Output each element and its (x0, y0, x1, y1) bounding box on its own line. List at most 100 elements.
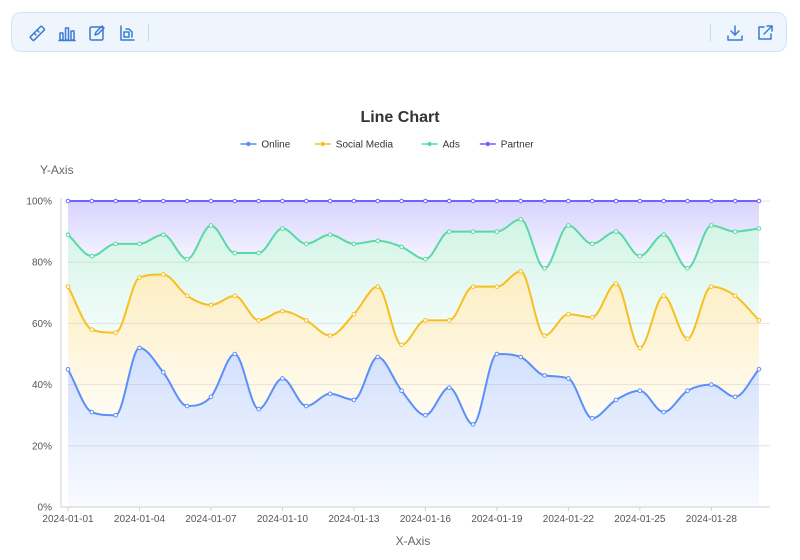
data-point[interactable] (256, 406, 261, 412)
data-point[interactable] (232, 198, 238, 204)
data-point[interactable] (184, 198, 190, 204)
data-point[interactable] (732, 229, 738, 234)
bar-chart-icon[interactable] (57, 23, 77, 43)
data-point[interactable] (470, 284, 476, 289)
data-point[interactable] (137, 345, 142, 351)
legend-item[interactable]: Online (240, 140, 291, 151)
ruler-icon[interactable] (27, 23, 47, 43)
data-point[interactable] (351, 397, 357, 403)
data-point[interactable] (494, 351, 500, 357)
data-point[interactable] (542, 333, 547, 338)
data-point[interactable] (161, 272, 166, 277)
data-point[interactable] (327, 232, 333, 237)
data-point[interactable] (709, 284, 714, 289)
data-point[interactable] (709, 223, 714, 228)
data-point[interactable] (566, 376, 571, 381)
data-point[interactable] (589, 415, 595, 421)
data-point[interactable] (399, 198, 404, 204)
data-point[interactable] (280, 226, 285, 231)
data-point[interactable] (399, 244, 404, 250)
data-point[interactable] (232, 293, 238, 299)
data-point[interactable] (494, 229, 500, 234)
data-point[interactable] (113, 330, 118, 335)
data-point[interactable] (732, 293, 738, 299)
data-point[interactable] (280, 198, 285, 204)
data-point[interactable] (756, 367, 762, 372)
chart-layout-icon[interactable] (117, 23, 137, 43)
data-point[interactable] (756, 198, 762, 204)
data-point[interactable] (184, 293, 190, 299)
data-point[interactable] (327, 391, 333, 397)
data-point[interactable] (65, 284, 71, 289)
data-point[interactable] (756, 318, 762, 323)
data-point[interactable] (470, 229, 476, 234)
data-point[interactable] (161, 370, 166, 375)
data-point[interactable] (208, 223, 214, 228)
data-point[interactable] (470, 198, 476, 204)
data-point[interactable] (589, 314, 595, 320)
legend-item[interactable]: Partner (479, 140, 534, 151)
data-point[interactable] (709, 198, 714, 204)
data-point[interactable] (351, 241, 357, 247)
data-point[interactable] (303, 403, 309, 409)
data-point[interactable] (518, 269, 524, 274)
data-point[interactable] (303, 318, 309, 323)
data-point[interactable] (494, 284, 500, 289)
data-point[interactable] (446, 318, 452, 323)
data-point[interactable] (89, 409, 95, 415)
data-point[interactable] (65, 198, 71, 204)
data-point[interactable] (661, 232, 666, 237)
data-point[interactable] (709, 382, 714, 387)
data-point[interactable] (613, 198, 619, 204)
data-point[interactable] (446, 198, 452, 204)
data-point[interactable] (613, 397, 619, 403)
data-point[interactable] (303, 241, 309, 247)
data-point[interactable] (661, 409, 666, 415)
data-point[interactable] (446, 229, 452, 234)
data-point[interactable] (65, 367, 71, 372)
data-point[interactable] (518, 217, 524, 222)
open-external-icon[interactable] (755, 23, 775, 43)
data-point[interactable] (161, 198, 166, 204)
data-point[interactable] (661, 198, 666, 204)
data-point[interactable] (351, 311, 357, 317)
edit-icon[interactable] (87, 23, 107, 43)
data-point[interactable] (566, 198, 571, 204)
legend-item[interactable]: Ads (421, 140, 460, 151)
data-point[interactable] (589, 198, 595, 204)
data-point[interactable] (685, 336, 690, 342)
data-point[interactable] (423, 198, 428, 204)
data-point[interactable] (542, 198, 547, 204)
data-point[interactable] (375, 284, 381, 289)
data-point[interactable] (446, 385, 452, 390)
data-point[interactable] (184, 403, 190, 409)
data-point[interactable] (518, 354, 524, 360)
data-point[interactable] (637, 253, 643, 259)
data-point[interactable] (375, 238, 381, 244)
data-point[interactable] (375, 354, 381, 360)
data-point[interactable] (542, 266, 547, 271)
data-point[interactable] (137, 198, 142, 204)
data-point[interactable] (280, 376, 285, 381)
data-point[interactable] (637, 198, 643, 204)
data-point[interactable] (351, 198, 357, 204)
data-point[interactable] (399, 342, 404, 348)
data-point[interactable] (137, 241, 142, 247)
data-point[interactable] (613, 229, 619, 234)
data-point[interactable] (161, 232, 166, 237)
legend-item[interactable]: Social Media (314, 140, 394, 151)
data-point[interactable] (470, 422, 476, 427)
data-point[interactable] (566, 223, 571, 228)
data-point[interactable] (137, 275, 142, 280)
data-point[interactable] (113, 241, 118, 247)
data-point[interactable] (756, 226, 762, 231)
data-point[interactable] (89, 198, 95, 204)
data-point[interactable] (685, 388, 690, 394)
data-point[interactable] (423, 256, 428, 262)
data-point[interactable] (494, 198, 500, 204)
data-point[interactable] (327, 333, 333, 338)
data-point[interactable] (613, 281, 619, 286)
data-point[interactable] (423, 318, 428, 323)
data-point[interactable] (280, 308, 285, 314)
data-point[interactable] (637, 388, 643, 394)
